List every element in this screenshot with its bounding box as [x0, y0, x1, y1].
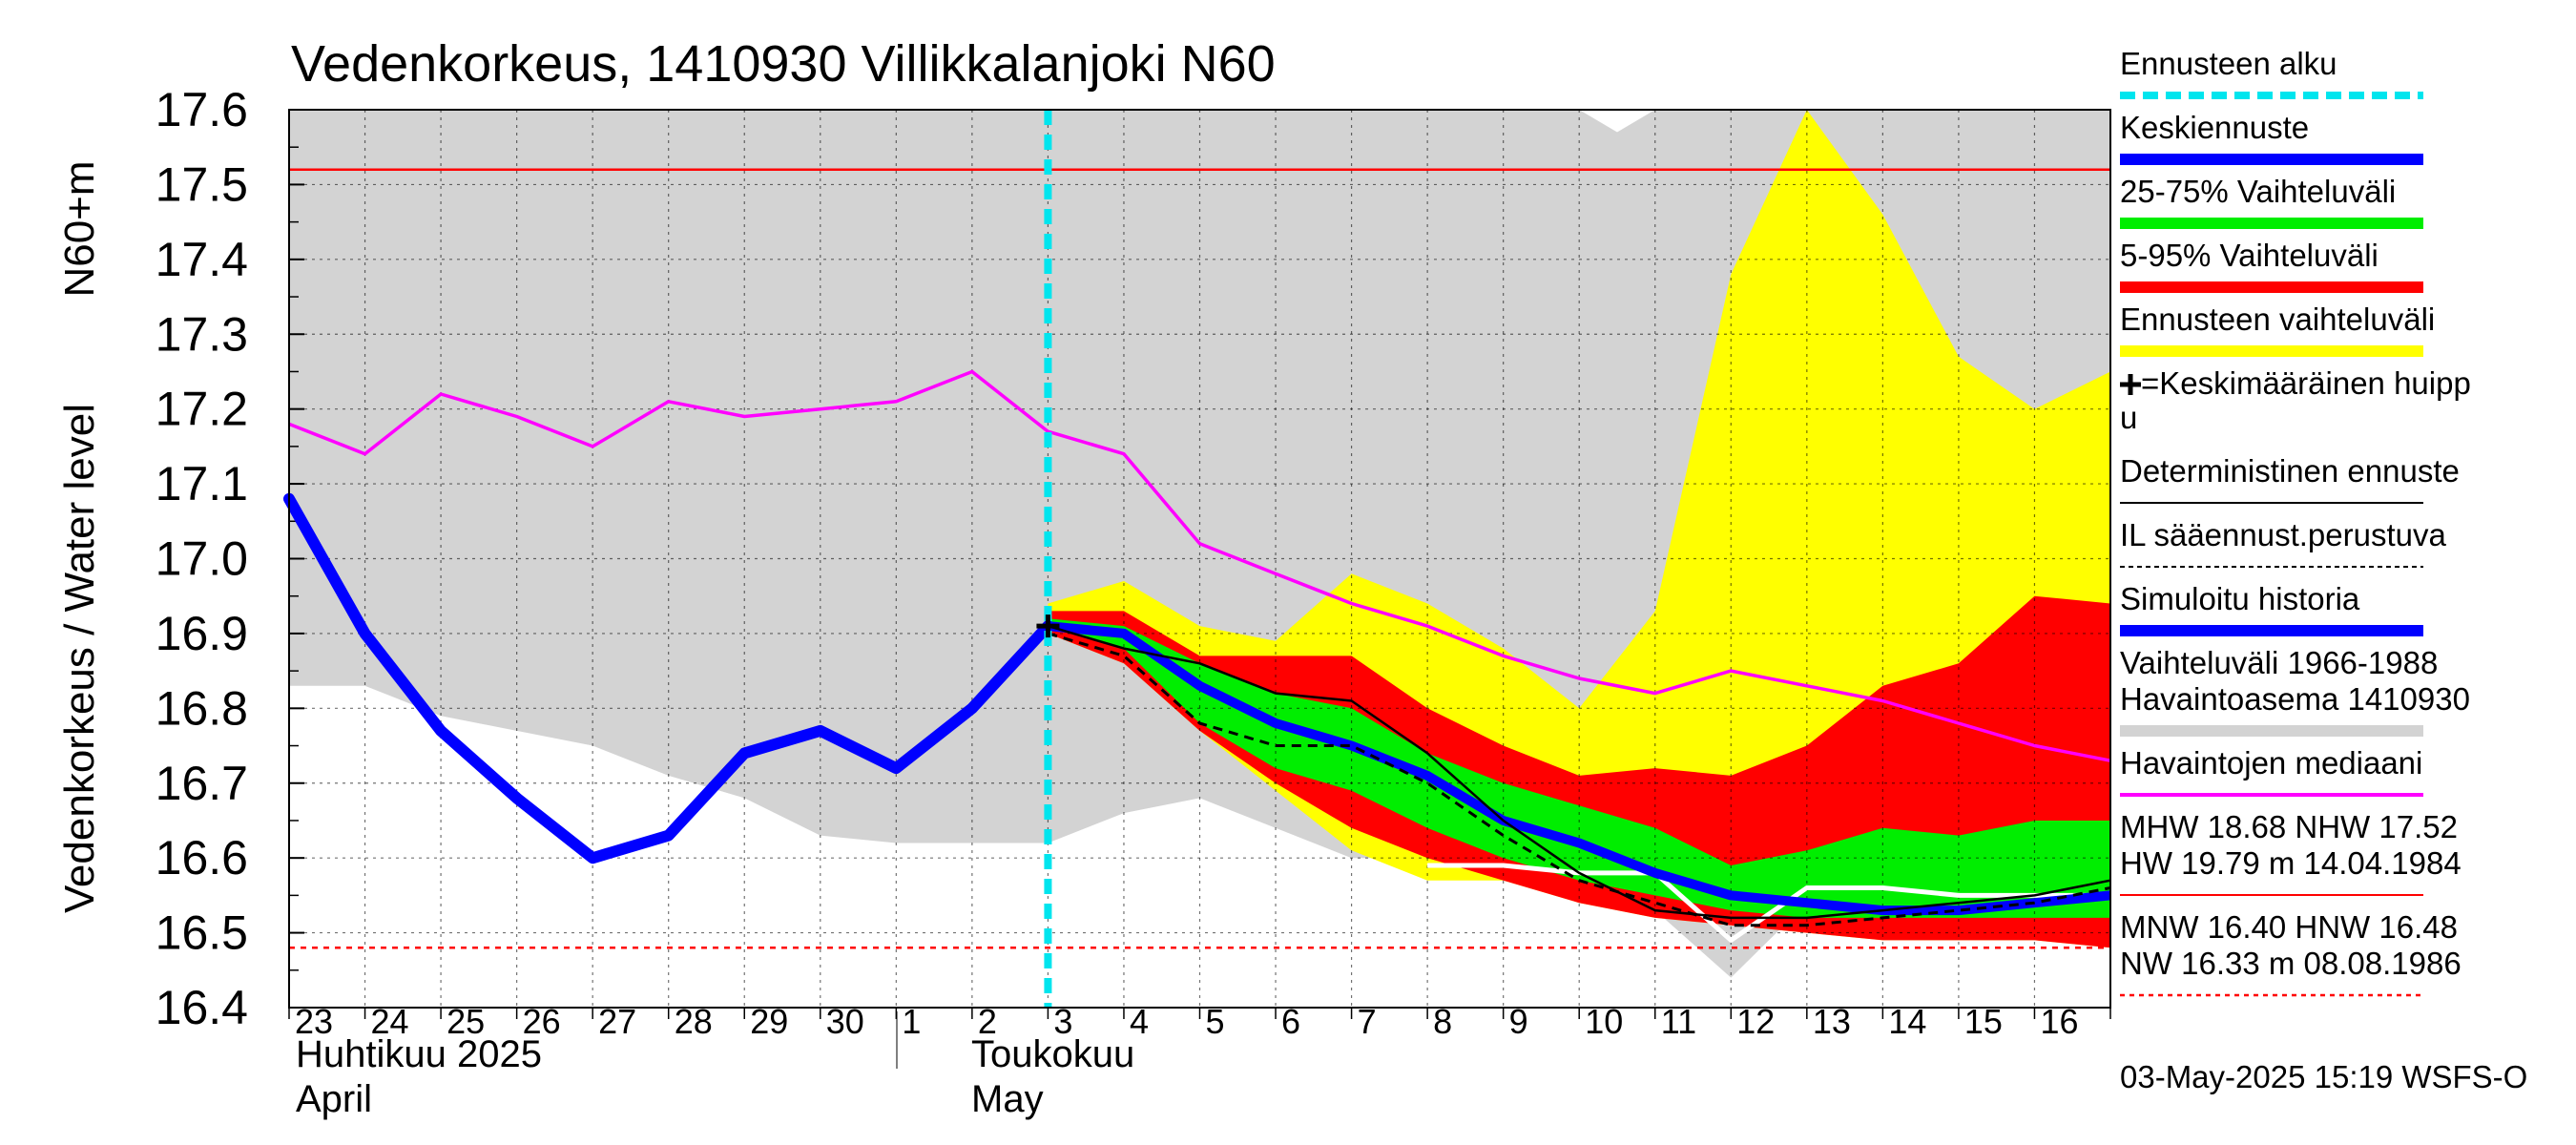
p25-75-band — [1048, 618, 2110, 918]
legend-label: 25-75% Vaihteluväli — [2120, 174, 2396, 209]
y-axis-ticks: 16.4 16.5 16.6 16.7 16.8 16.9 17.0 17.1 17.2 17.3… — [156, 83, 304, 1034]
il-forecast-line — [1047, 632, 2111, 927]
legend-label: Simuloitu historia — [2120, 581, 2360, 616]
legend-item-p5-95: 5-95% Vaihteluväli — [2120, 238, 2423, 293]
x-tick-label: 15 — [1964, 1002, 2003, 1041]
footer-timestamp: 03-May-2025 15:19 WSFS-O — [2120, 1059, 2527, 1094]
plot-area — [283, 110, 2111, 1008]
legend-label: NW 16.33 m 08.08.1986 — [2120, 946, 2462, 981]
legend-label: MNW 16.40 HNW 16.48 — [2120, 909, 2458, 945]
median-line — [288, 369, 2111, 762]
month-label-may-fi: Toukokuu — [971, 1033, 1134, 1075]
legend-label: Deterministinen ennuste — [2120, 453, 2460, 489]
x-axis-ticks: 23 24 25 26 27 28 29 30 1 2 3 4 5 6 7 8 9 10 11 12 13 14 15 16 — [288, 1002, 2111, 1041]
y-tick-label: 17.2 — [156, 383, 248, 436]
x-tick-label: 5 — [1206, 1002, 1225, 1041]
legend-item-history-range: Vaihteluväli 1966-1988 Havaintoasema 141… — [2120, 645, 2470, 737]
y-tick-label: 16.6 — [156, 831, 248, 885]
legend-item-forecast-range: Ennusteen vaihteluväli — [2120, 302, 2435, 357]
x-tick-label: 23 — [295, 1002, 333, 1041]
x-tick-label: 25 — [447, 1002, 485, 1041]
x-tick-label: 2 — [978, 1002, 997, 1041]
x-tick-label: 8 — [1433, 1002, 1452, 1041]
x-tick-label: 24 — [371, 1002, 409, 1041]
month-label-april-en: April — [296, 1078, 372, 1120]
x-tick-label: 4 — [1130, 1002, 1149, 1041]
legend-label: =Keskimääräinen huipp — [2141, 365, 2471, 401]
legend-item-median: Havaintojen mediaani — [2120, 745, 2423, 797]
y-tick-label: 17.0 — [156, 532, 248, 586]
x-tick-label: 13 — [1813, 1002, 1851, 1041]
month-label-may-en: May — [971, 1078, 1044, 1120]
x-tick-label: 6 — [1281, 1002, 1300, 1041]
legend-label: MHW 18.68 NHW 17.52 — [2120, 809, 2458, 844]
legend-label: Havaintoasema 1410930 — [2120, 681, 2470, 717]
y-axis-label: Vedenkorkeus / Water level — [56, 404, 103, 913]
y-tick-label: 17.1 — [156, 457, 248, 510]
simulated-history-line — [283, 492, 1054, 864]
legend-label: HW 19.79 m 14.04.1984 — [2120, 845, 2462, 881]
y-tick-label: 16.8 — [156, 681, 248, 735]
month-label-april-fi: Huhtikuu 2025 — [296, 1033, 542, 1075]
legend-label: Ennusteen alku — [2120, 46, 2337, 81]
x-tick-label: 3 — [1053, 1002, 1072, 1041]
x-tick-label: 27 — [598, 1002, 636, 1041]
legend-label: 5-95% Vaihteluväli — [2120, 238, 2379, 273]
x-tick-label: 10 — [1585, 1002, 1623, 1041]
deterministic-forecast-line — [1048, 624, 2111, 920]
legend-item-p25-75: 25-75% Vaihteluväli — [2120, 174, 2423, 229]
x-tick-label: 12 — [1736, 1002, 1775, 1041]
x-tick-label: 16 — [2040, 1002, 2078, 1041]
legend-marker-cross — [2120, 374, 2141, 395]
y-tick-label: 17.6 — [156, 83, 248, 136]
x-tick-label: 29 — [750, 1002, 788, 1041]
legend-label: IL sääennust.perustuva — [2120, 517, 2446, 552]
y-tick-label: 16.5 — [156, 906, 248, 960]
x-tick-label: 30 — [826, 1002, 864, 1041]
x-tick-label: 7 — [1358, 1002, 1377, 1041]
mean-forecast-line — [1047, 621, 2111, 916]
chart-title: Vedenkorkeus, 1410930 Villikkalanjoki N6… — [291, 35, 1276, 93]
x-tick-label: 14 — [1888, 1002, 1926, 1041]
legend-label: Havaintojen mediaani — [2120, 745, 2422, 781]
y-tick-label: 16.7 — [156, 757, 248, 810]
y-tick-label: 17.3 — [156, 307, 248, 361]
legend-label: Ennusteen vaihteluväli — [2120, 302, 2435, 337]
legend-item-mean-forecast: Keskiennuste — [2120, 110, 2423, 165]
x-tick-label: 26 — [523, 1002, 561, 1041]
grid-lines — [289, 110, 2110, 1008]
y-tick-label: 16.9 — [156, 607, 248, 660]
legend-label: Vaihteluväli 1966-1988 — [2120, 645, 2438, 680]
history-range-inner-line — [1427, 863, 2110, 943]
legend-label: u — [2120, 400, 2137, 435]
mean-peak-marker — [1036, 614, 1060, 638]
y-tick-label: 17.4 — [156, 233, 248, 286]
legend-item-deterministic: Deterministinen ennuste — [2120, 453, 2460, 504]
x-tick-label: 28 — [675, 1002, 713, 1041]
legend-item-simulated-history: Simuloitu historia — [2120, 581, 2423, 636]
y-tick-label: 16.4 — [156, 981, 248, 1034]
y-axis-unit-label: N60+m — [56, 160, 103, 297]
x-tick-label: 9 — [1509, 1002, 1528, 1041]
legend-item-il-forecast: IL sääennust.perustuva — [2120, 517, 2446, 568]
legend-item-forecast-start: Ennusteen alku — [2120, 46, 2423, 99]
y-tick-label: 17.5 — [156, 157, 248, 211]
x-tick-label: 11 — [1661, 1002, 1696, 1041]
legend-label: Keskiennuste — [2120, 110, 2309, 145]
x-tick-label: 1 — [902, 1002, 921, 1041]
legend: Ennusteen alku Keskiennuste 25-75% Vaihtel… — [2120, 46, 2471, 997]
